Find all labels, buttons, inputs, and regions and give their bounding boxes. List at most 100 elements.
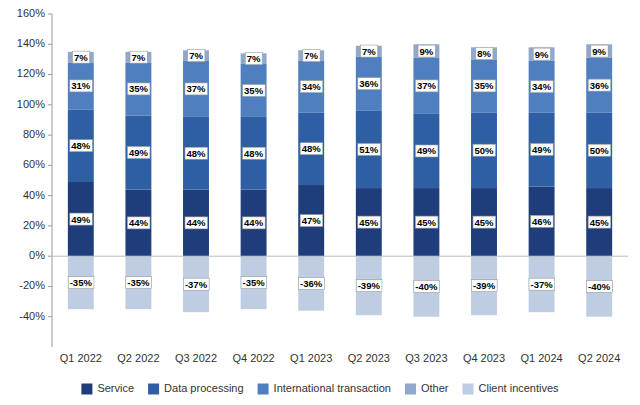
data-label-group: 7% <box>303 50 320 62</box>
data-label-group: 45% <box>358 216 381 228</box>
data-label-box <box>358 143 381 155</box>
data-label-box <box>588 216 611 228</box>
bar-segment <box>586 58 612 112</box>
data-label-box <box>70 213 93 225</box>
data-label-box <box>473 80 496 92</box>
x-tick-label: Q1 2023 <box>290 352 332 364</box>
bar-segment <box>529 61 555 112</box>
data-label-group: 45% <box>473 216 496 228</box>
y-tick-label: -40% <box>19 310 45 322</box>
data-label-group: 45% <box>415 216 438 228</box>
data-label: 46% <box>532 216 552 227</box>
data-label-box <box>529 278 555 290</box>
data-label-group: 51% <box>358 143 381 155</box>
data-label-box <box>356 280 382 292</box>
bar-segment <box>413 44 439 58</box>
bar-segment <box>586 188 612 256</box>
bar-segment <box>183 117 209 190</box>
data-label-box <box>241 277 267 289</box>
data-label-group: -37% <box>183 278 209 290</box>
data-label-box <box>243 217 266 229</box>
data-label-box <box>587 280 613 292</box>
data-label-group: 36% <box>358 78 381 90</box>
data-label: 7% <box>362 46 376 57</box>
bar-segment <box>471 256 497 315</box>
data-label-group: 46% <box>531 215 554 227</box>
bar-segment <box>356 56 382 110</box>
data-label-box <box>68 277 94 289</box>
data-label-box <box>418 45 435 57</box>
bar-segment <box>183 61 209 117</box>
data-label-box <box>476 47 493 59</box>
data-label: 49% <box>129 147 149 158</box>
data-label: -35% <box>127 277 150 288</box>
data-label-group: -37% <box>529 278 555 290</box>
data-label: 48% <box>302 143 322 154</box>
data-label-group: 35% <box>243 84 266 96</box>
bar-segment <box>471 47 497 59</box>
bar-segment <box>241 64 267 117</box>
y-tick-label: 60% <box>23 158 45 170</box>
data-label-group: 7% <box>72 51 89 63</box>
y-tick <box>48 286 52 287</box>
data-label-box <box>300 215 323 227</box>
data-label-box <box>471 280 497 292</box>
data-label-group: 48% <box>185 147 208 159</box>
data-label-box <box>415 145 438 157</box>
bar-segment <box>471 59 497 112</box>
data-label: -36% <box>300 278 323 289</box>
data-label-box <box>533 48 550 60</box>
bar-segment <box>413 114 439 188</box>
data-label: 44% <box>186 217 206 228</box>
y-tick-label: 160% <box>17 7 45 19</box>
data-label-box <box>360 45 377 57</box>
data-label: -40% <box>415 281 438 292</box>
legend-label: International transaction <box>274 382 391 394</box>
legend-swatch <box>463 384 474 395</box>
bar-segment <box>413 188 439 256</box>
data-label-box <box>72 51 89 63</box>
x-tick-label: Q1 2022 <box>60 352 102 364</box>
data-label: 7% <box>189 50 203 61</box>
data-label-box <box>185 217 208 229</box>
y-tick-label: 40% <box>23 189 45 201</box>
data-label: 50% <box>590 145 610 156</box>
data-label-box <box>243 147 266 159</box>
y-tick <box>48 135 52 136</box>
bar-segment <box>68 109 94 182</box>
data-label: 9% <box>592 46 606 57</box>
data-label-group: 31% <box>70 80 93 92</box>
bar-segment <box>471 112 497 188</box>
bar-segment <box>529 187 555 257</box>
bar-segment <box>471 188 497 256</box>
bar-segment <box>68 52 94 63</box>
data-label: -39% <box>358 280 381 291</box>
data-label-group: -39% <box>471 280 497 292</box>
y-tick <box>48 316 52 317</box>
y-tick <box>48 195 52 196</box>
data-label-box <box>185 147 208 159</box>
data-label: 45% <box>417 217 437 228</box>
data-label-box <box>303 50 320 62</box>
data-label-group: 8% <box>476 47 493 59</box>
data-label: 37% <box>417 80 437 91</box>
data-label-box <box>127 217 150 229</box>
data-label-group: 9% <box>533 48 550 60</box>
data-label: 35% <box>244 85 264 96</box>
data-label-box <box>70 140 93 152</box>
data-label-box <box>473 216 496 228</box>
data-label: 45% <box>590 217 610 228</box>
data-label: 35% <box>129 83 149 94</box>
x-tick-label: Q3 2023 <box>405 352 447 364</box>
data-label: -39% <box>473 280 496 291</box>
x-tick-label: Q2 2022 <box>117 352 159 364</box>
bar-segment <box>298 61 324 112</box>
data-label-box <box>300 143 323 155</box>
bar-segment <box>183 50 209 61</box>
y-tick <box>48 74 52 75</box>
data-label: -35% <box>243 277 266 288</box>
bar-segment <box>356 256 382 315</box>
data-label-box <box>243 84 266 96</box>
data-label-box <box>188 50 205 62</box>
data-label-group: 44% <box>127 217 150 229</box>
